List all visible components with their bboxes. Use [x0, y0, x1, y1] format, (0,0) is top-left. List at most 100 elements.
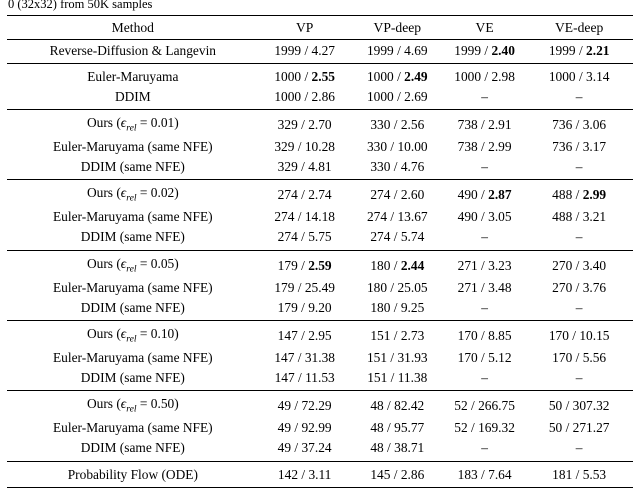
value-cell: 738 / 2.91 [443, 108, 526, 137]
value-cell: 274 / 5.74 [351, 227, 444, 250]
nfe-value: 736 / [552, 138, 583, 154]
nfe-value: 330 / [370, 159, 401, 175]
nfe-value: 1000 / [274, 68, 312, 84]
method-text: DDIM (same NFE) [80, 159, 185, 175]
value-cell: 1000 / 2.55 [258, 62, 351, 87]
epsilon-symbol: ϵ [120, 255, 127, 271]
nfe-value: 329 / [274, 138, 305, 154]
value-cell: 52 / 266.75 [443, 390, 526, 418]
value-cell: 151 / 31.93 [351, 347, 444, 367]
fid-value: 10.28 [304, 138, 335, 154]
column-header: Method [7, 15, 259, 40]
column-header: VE [443, 15, 526, 40]
value-cell: 274 / 14.18 [259, 207, 351, 227]
nfe-value: 1999 / [454, 42, 492, 58]
method-text: Ours ( [86, 255, 121, 271]
fid-value: 5.12 [488, 349, 512, 365]
value-cell: 736 / 3.06 [525, 108, 633, 137]
nfe-value: 48 / [370, 420, 395, 436]
epsilon-subscript: rel [126, 403, 137, 415]
fid-value: 9.25 [400, 299, 425, 315]
value-cell: 170 / 5.56 [525, 347, 633, 367]
epsilon-symbol: ϵ [120, 114, 127, 130]
table-row: Ours (ϵrel = 0.50) 49 / 72.29 48 / 82.42 52… [7, 390, 633, 418]
method-text: DDIM (same NFE) [80, 299, 185, 315]
table-row: Euler-Maruyama (same NFE) 147 / 31.38 151 … [7, 347, 633, 367]
table-row: DDIM (same NFE) 147 / 11.53 151 / 11.38– – [7, 368, 633, 391]
fid-value: 2.21 [586, 42, 610, 58]
table-row: DDIM (same NFE) 49 / 37.24 48 / 38.71– – [7, 438, 633, 461]
method-cell: Ours (ϵrel = 0.05) [7, 249, 259, 278]
fid-value: 4.69 [404, 42, 428, 58]
method-text: Ours ( [86, 114, 121, 130]
value-cell: – [575, 370, 583, 386]
nfe-value: 170 / [548, 327, 580, 343]
nfe-value: 330 / [370, 116, 401, 132]
nfe-value: 180 / [370, 299, 401, 315]
value-cell: 170 / 8.85 [443, 319, 526, 348]
value-cell: – [575, 299, 583, 315]
fid-value: 2.98 [491, 68, 515, 84]
value-cell: 1000 / 2.98 [443, 62, 526, 87]
nfe-value: 1000 / [366, 88, 405, 104]
fid-value: 25.05 [397, 279, 428, 295]
fid-value: 95.77 [394, 420, 425, 436]
fid-value: 2.87 [488, 187, 512, 203]
fid-value: 3.17 [582, 138, 607, 154]
value-cell: 490 / 2.87 [443, 179, 526, 207]
fid-value: 25.49 [304, 279, 335, 295]
fid-value: 2.74 [308, 187, 332, 203]
value-cell: 274 / 13.67 [351, 207, 444, 227]
table-row: DDIM (same NFE) 274 / 5.75 274 / 5.74– – [7, 227, 633, 250]
fid-value: 3.14 [586, 68, 610, 84]
value-cell: 1999 / 2.21 [525, 40, 633, 64]
value-cell: 179 / 9.20 [259, 297, 351, 320]
nfe-value: 274 / [274, 209, 305, 225]
fid-value: 2.99 [488, 138, 512, 154]
method-cell: DDIM (same NFE) [7, 227, 259, 250]
table-row: Euler-Maruyama (same NFE) 179 / 25.49 180 … [7, 277, 633, 297]
fid-value: 3.40 [582, 257, 607, 273]
fid-value: 4.27 [311, 42, 335, 58]
value-cell: 271 / 3.23 [443, 249, 526, 278]
table-row: Euler-Maruyama 1000 / 2.55 1000 / 2.49 1000… [7, 62, 633, 87]
fid-value: 3.21 [582, 209, 607, 225]
method-cell: DDIM (same NFE) [7, 297, 259, 320]
fid-value: 7.64 [488, 466, 512, 482]
value-cell: – [481, 159, 488, 175]
value-cell: 52 / 169.32 [444, 418, 525, 438]
nfe-value: 179 / [277, 299, 309, 315]
value-cell: 170 / 5.12 [444, 347, 525, 367]
nfe-value: 271 / [457, 279, 489, 295]
fid-value: 2.55 [311, 68, 335, 84]
nfe-value: 49 / [277, 440, 302, 456]
value-cell: 490 / 3.05 [444, 207, 525, 227]
method-cell: DDIM (same NFE) [7, 157, 259, 180]
method-text: Euler-Maruyama (same NFE) [53, 349, 213, 365]
value-cell: 330 / 4.76 [351, 157, 444, 180]
method-cell: Ours (ϵrel = 0.50) [7, 390, 259, 418]
method-cell: Euler-Maruyama (same NFE) [7, 347, 259, 367]
method-cell: Ours (ϵrel = 0.10) [7, 319, 259, 348]
column-header: VP-deep [350, 15, 444, 40]
method-cell: Euler-Maruyama [7, 62, 259, 87]
method-cell: Euler-Maruyama (same NFE) [7, 277, 259, 297]
epsilon-subscript: rel [126, 192, 137, 204]
nfe-value: 170 / [552, 349, 583, 365]
table-row: DDIM (same NFE) 329 / 4.81 330 / 4.76– – [7, 157, 633, 180]
nfe-value: 270 / [552, 279, 583, 295]
nfe-value: 271 / [457, 257, 489, 273]
fid-value: 31.93 [397, 349, 428, 365]
fid-value: 4.76 [400, 159, 425, 175]
nfe-value: 274 / [277, 229, 309, 245]
value-cell: 49 / 37.24 [259, 438, 351, 461]
table-caption: 0 (32x32) from 50K samples [8, 0, 153, 11]
method-text: Ours ( [86, 185, 121, 201]
fid-value: 2.95 [308, 327, 332, 343]
method-text: = 0.02) [136, 185, 179, 201]
method-text: Euler-Maruyama (same NFE) [53, 279, 213, 295]
fid-value: 2.49 [404, 68, 428, 84]
fid-value: 11.38 [397, 370, 428, 386]
method-text: = 0.05) [136, 255, 179, 271]
